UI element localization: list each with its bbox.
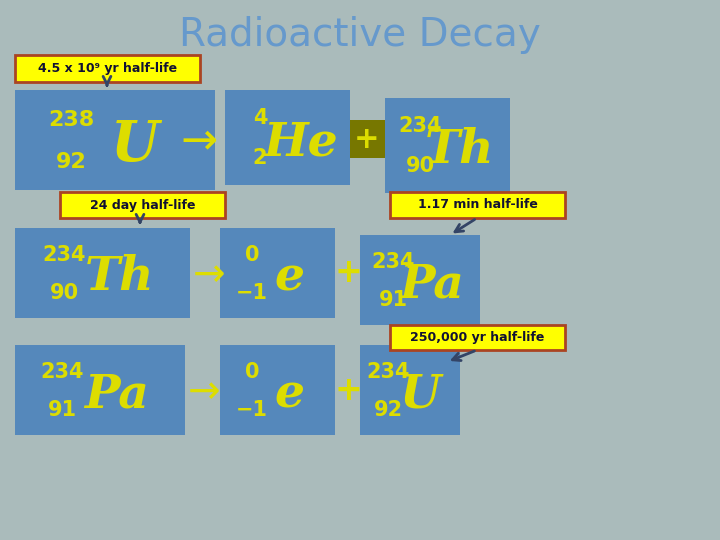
Text: Radioactive Decay: Radioactive Decay — [179, 16, 541, 54]
Text: U: U — [111, 118, 159, 172]
Text: He: He — [263, 119, 338, 165]
Text: 0: 0 — [245, 362, 259, 382]
Text: 234: 234 — [372, 252, 415, 272]
Text: 4: 4 — [253, 109, 267, 129]
Text: +: + — [334, 256, 362, 289]
Text: $\rightarrow$: $\rightarrow$ — [185, 254, 225, 292]
Bar — [360, 235, 480, 325]
Bar — [390, 325, 565, 350]
Bar — [350, 120, 385, 158]
Text: $\rightarrow$: $\rightarrow$ — [180, 371, 220, 409]
Bar — [15, 345, 185, 435]
Text: 234: 234 — [42, 245, 86, 265]
Text: −1: −1 — [236, 283, 268, 303]
Text: e: e — [274, 254, 304, 300]
Bar — [390, 192, 565, 218]
Text: 234: 234 — [398, 117, 442, 137]
Text: 234: 234 — [366, 362, 410, 382]
Text: 91: 91 — [48, 400, 77, 420]
Text: 250,000 yr half-life: 250,000 yr half-life — [410, 331, 545, 344]
Text: U: U — [400, 372, 441, 417]
Bar — [220, 345, 335, 435]
Bar — [385, 98, 510, 193]
Text: 91: 91 — [379, 290, 408, 310]
Text: 92: 92 — [55, 152, 86, 172]
Text: Pa: Pa — [400, 261, 464, 307]
Bar — [15, 228, 190, 318]
Text: 2: 2 — [253, 148, 267, 168]
Text: 1.17 min half-life: 1.17 min half-life — [418, 199, 537, 212]
Text: 234: 234 — [41, 362, 84, 382]
Text: 238: 238 — [48, 110, 94, 130]
Bar — [60, 192, 225, 218]
Text: +: + — [334, 374, 362, 407]
Text: 0: 0 — [245, 245, 259, 265]
Text: Th: Th — [426, 127, 495, 173]
Text: 92: 92 — [374, 400, 402, 420]
Text: $\rightarrow$: $\rightarrow$ — [172, 118, 218, 161]
Text: 24 day half-life: 24 day half-life — [90, 199, 195, 212]
Bar — [220, 228, 335, 318]
Bar — [225, 90, 350, 185]
Text: 90: 90 — [405, 157, 435, 177]
Text: 90: 90 — [50, 283, 78, 303]
Text: Th: Th — [85, 254, 155, 300]
Text: −1: −1 — [236, 400, 268, 420]
Bar — [15, 55, 200, 82]
Bar — [360, 345, 460, 435]
Text: +: + — [354, 125, 380, 153]
Text: Pa: Pa — [84, 372, 150, 417]
Bar — [15, 90, 215, 190]
Text: e: e — [274, 372, 304, 417]
Text: 4.5 x 10⁹ yr half-life: 4.5 x 10⁹ yr half-life — [38, 62, 177, 75]
